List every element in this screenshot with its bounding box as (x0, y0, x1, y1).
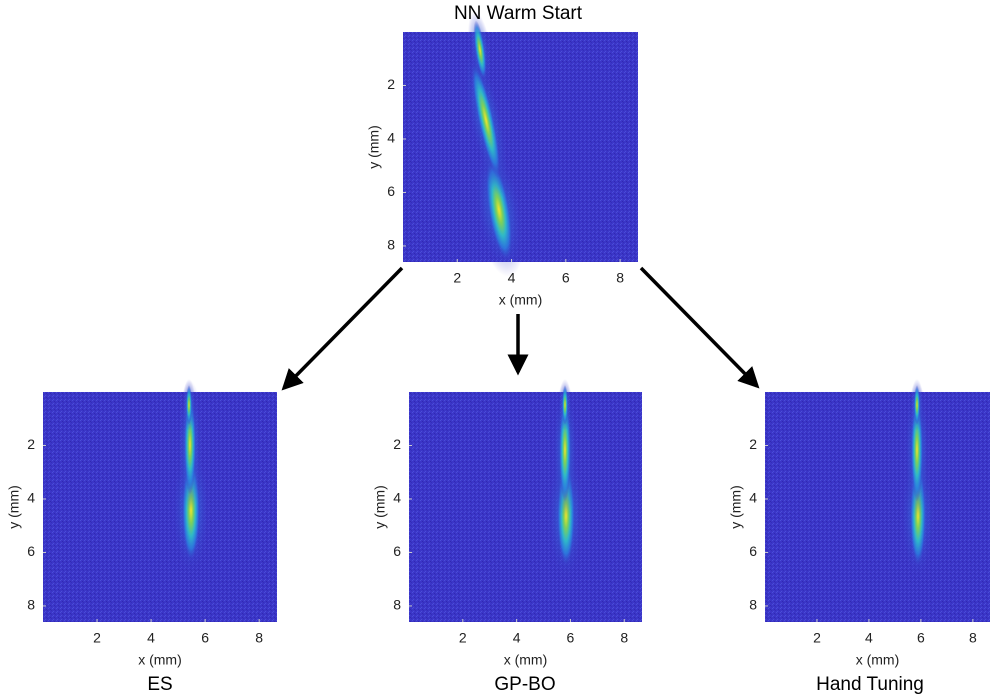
x-tick-label: 4 (147, 630, 155, 646)
x-tick-label: 6 (567, 630, 575, 646)
panel-title: NN Warm Start (454, 3, 583, 24)
x-tick-label: 2 (459, 630, 467, 646)
x-tick-label: 6 (917, 630, 925, 646)
x-axis-label: x (mm) (504, 652, 548, 668)
x-tick-label: 8 (620, 630, 628, 646)
panel-title: Hand Tuning (816, 674, 924, 695)
y-tick-label: 4 (393, 490, 401, 506)
image (765, 392, 990, 622)
y-axis-label: y (mm) (728, 485, 744, 529)
y-tick-label: 6 (387, 183, 395, 199)
image (43, 392, 277, 622)
y-tick-label: 2 (27, 436, 35, 452)
x-tick-label: 8 (616, 270, 624, 286)
arrows (281, 266, 760, 391)
x-tick-label: 4 (513, 630, 521, 646)
beam (473, 20, 487, 80)
panel: 2 4 6 8 2 4 6 8 x (mm) y (mm) GP-BO (372, 379, 642, 695)
y-tick-label: 2 (387, 76, 395, 92)
y-tick-label: 8 (387, 237, 395, 253)
y-tick-label: 4 (387, 130, 395, 146)
x-tick-label: 8 (969, 630, 977, 646)
panel-title: ES (147, 674, 172, 695)
y-tick-label: 2 (749, 436, 757, 452)
panel: 2 4 6 8 2 4 6 8 x (mm) y (mm) Hand Tuning (728, 379, 990, 695)
y-tick-label: 4 (749, 490, 757, 506)
y-tick-label: 8 (393, 597, 401, 613)
x-axis-label: x (mm) (856, 652, 900, 668)
x-tick-label: 4 (508, 270, 516, 286)
y-tick-label: 6 (393, 543, 401, 559)
x-axis-label: x (mm) (499, 292, 543, 308)
beam (562, 385, 568, 425)
arrow (281, 266, 404, 391)
x-tick-label: 2 (93, 630, 101, 646)
y-tick-label: 4 (27, 490, 35, 506)
y-tick-label: 6 (27, 543, 35, 559)
y-axis-label: y (mm) (366, 125, 382, 169)
beam (471, 61, 501, 179)
x-tick-label: 6 (201, 630, 209, 646)
y-tick-label: 2 (393, 436, 401, 452)
image (409, 392, 642, 622)
arrow (639, 266, 760, 389)
x-tick-label: 4 (865, 630, 873, 646)
x-tick-label: 2 (813, 630, 821, 646)
x-tick-label: 6 (562, 270, 570, 286)
y-tick-label: 8 (27, 597, 35, 613)
panel: 2 4 6 8 2 4 6 8 x (mm) y (mm) NN Warm Start (366, 3, 638, 308)
beam (186, 385, 192, 425)
y-axis-label: y (mm) (6, 485, 22, 529)
x-axis-label: x (mm) (138, 652, 182, 668)
y-axis-label: y (mm) (372, 485, 388, 529)
panel-title: GP-BO (494, 674, 555, 695)
y-tick-label: 8 (749, 597, 757, 613)
x-tick-label: 2 (453, 270, 461, 286)
y-tick-label: 6 (749, 543, 757, 559)
x-tick-label: 8 (255, 630, 263, 646)
panel: 2 4 6 8 2 4 6 8 x (mm) y (mm) ES (6, 379, 277, 695)
beam (914, 385, 920, 425)
